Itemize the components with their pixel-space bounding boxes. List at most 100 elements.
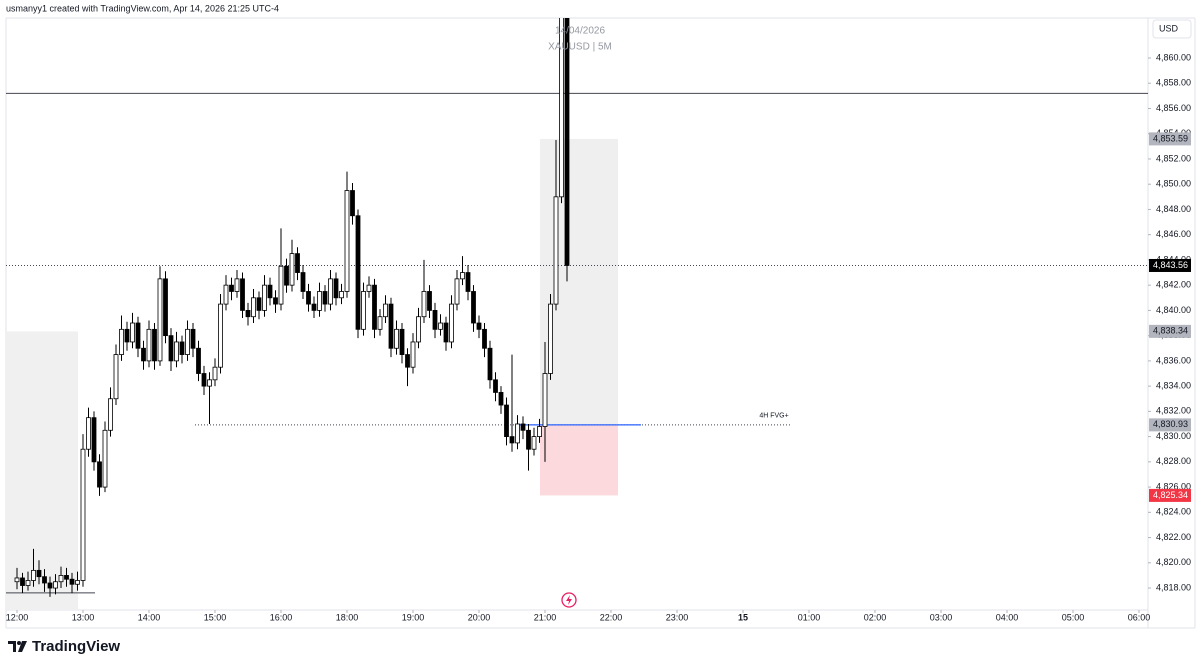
candle-body bbox=[427, 291, 432, 311]
event-icon-bolt bbox=[566, 595, 572, 605]
event-icon[interactable] bbox=[561, 592, 577, 608]
candle-body bbox=[25, 580, 31, 586]
candle-body bbox=[548, 303, 553, 374]
candle-body bbox=[465, 272, 471, 292]
price-label-bg bbox=[1149, 132, 1191, 146]
candle-body bbox=[509, 436, 515, 444]
candle-body bbox=[322, 291, 328, 305]
candle-body bbox=[487, 347, 493, 381]
zone-left bbox=[6, 331, 78, 610]
x-tick-label: 15 bbox=[738, 612, 748, 622]
candle-body bbox=[80, 448, 86, 581]
plot-area bbox=[6, 18, 1148, 610]
y-tick-label: 4,834.00 bbox=[1156, 380, 1191, 390]
overlay: 4H FVG+ 4,818.00 4,820.00 4,822.00 4,824.00 4… bbox=[6, 52, 1191, 622]
candle-body bbox=[339, 291, 344, 299]
candle-body bbox=[350, 190, 355, 217]
candle-body bbox=[130, 322, 135, 343]
logo-text: TradingView bbox=[32, 638, 120, 655]
candle-body bbox=[53, 581, 58, 589]
y-tick-label: 4,850.00 bbox=[1156, 179, 1191, 189]
candle-body bbox=[399, 328, 405, 355]
candle-body bbox=[460, 272, 465, 280]
x-tick-label: 02:00 bbox=[864, 612, 887, 622]
candle-body bbox=[553, 196, 559, 305]
candle-body bbox=[174, 341, 179, 362]
candle-body bbox=[124, 328, 130, 343]
candle-body bbox=[311, 303, 317, 311]
candle-body bbox=[564, 18, 570, 266]
candle-body bbox=[482, 328, 487, 349]
header: usmanyy1 created with TradingView.com, A… bbox=[6, 3, 279, 13]
candle-body bbox=[520, 423, 526, 431]
candle-body bbox=[75, 580, 80, 585]
zone-premium bbox=[540, 138, 618, 425]
candle-body bbox=[443, 322, 449, 343]
price-label: 4,830.93 bbox=[1153, 419, 1188, 429]
candle-body bbox=[102, 429, 108, 488]
y-tick-label: 4,852.00 bbox=[1156, 153, 1191, 163]
y-tick-label: 4,860.00 bbox=[1156, 52, 1191, 62]
price-label: 4,825.34 bbox=[1153, 490, 1188, 500]
candle-body bbox=[31, 569, 36, 581]
candle-body bbox=[405, 354, 410, 368]
x-tick-label: 13:00 bbox=[72, 612, 95, 622]
candle-body bbox=[86, 417, 91, 450]
y-tick-label: 4,846.00 bbox=[1156, 229, 1191, 239]
candle-body bbox=[119, 328, 124, 355]
y-tick-label: 4,856.00 bbox=[1156, 103, 1191, 113]
candle-body bbox=[163, 278, 168, 337]
x-tick-label: 16:00 bbox=[270, 612, 293, 622]
candle-body bbox=[361, 291, 366, 330]
candle-body bbox=[526, 429, 531, 450]
price-label-bg bbox=[1149, 488, 1191, 502]
x-tick-label: 23:00 bbox=[666, 612, 689, 622]
candle-body bbox=[113, 354, 119, 400]
candle-body bbox=[289, 253, 295, 286]
candle-body bbox=[97, 461, 102, 488]
candle-body bbox=[185, 328, 190, 355]
candle-body bbox=[531, 436, 537, 450]
candle-body bbox=[179, 341, 185, 355]
candle-body bbox=[201, 373, 207, 387]
candle-body bbox=[251, 297, 256, 318]
y-tick-label: 4,858.00 bbox=[1156, 78, 1191, 88]
x-tick-label: 12:00 bbox=[6, 612, 29, 622]
y-tick-label: 4,822.00 bbox=[1156, 532, 1191, 542]
candle-body bbox=[14, 577, 20, 583]
candle-body bbox=[504, 404, 509, 438]
candle-body bbox=[223, 284, 229, 305]
price-label-bg bbox=[1149, 418, 1191, 432]
candle-body bbox=[58, 575, 64, 583]
candle-body bbox=[141, 347, 146, 362]
y-tick-label: 4,836.00 bbox=[1156, 355, 1191, 365]
fvg-label: 4H FVG+ bbox=[759, 413, 788, 420]
price-label: 4,853.59 bbox=[1153, 133, 1188, 143]
candle-body bbox=[438, 322, 443, 330]
x-tick-label: 22:00 bbox=[600, 612, 623, 622]
candle-body bbox=[410, 341, 416, 368]
y-tick-label: 4,840.00 bbox=[1156, 305, 1191, 315]
x-tick-label: 04:00 bbox=[996, 612, 1019, 622]
candle-body bbox=[64, 575, 69, 580]
candle-body bbox=[36, 569, 42, 578]
candle-body bbox=[135, 322, 141, 349]
x-tick-label: 20:00 bbox=[468, 612, 491, 622]
y-tick-label: 4,848.00 bbox=[1156, 204, 1191, 214]
x-tick-label: 18:00 bbox=[336, 612, 359, 622]
y-tick-label: 4,824.00 bbox=[1156, 507, 1191, 517]
candle-body bbox=[416, 316, 421, 343]
y-tick-label: 4,832.00 bbox=[1156, 406, 1191, 416]
candle-body bbox=[212, 366, 218, 381]
candle-body bbox=[42, 576, 47, 584]
candle-body bbox=[515, 423, 520, 444]
candle-body bbox=[245, 310, 251, 318]
candle-body bbox=[333, 278, 339, 299]
candle-body bbox=[388, 303, 394, 349]
candle-body bbox=[471, 291, 476, 324]
candle-body bbox=[344, 190, 350, 292]
currency-button[interactable] bbox=[1152, 19, 1192, 39]
candle-body bbox=[157, 278, 163, 362]
candle-body bbox=[317, 291, 322, 311]
candle-body bbox=[300, 272, 306, 292]
